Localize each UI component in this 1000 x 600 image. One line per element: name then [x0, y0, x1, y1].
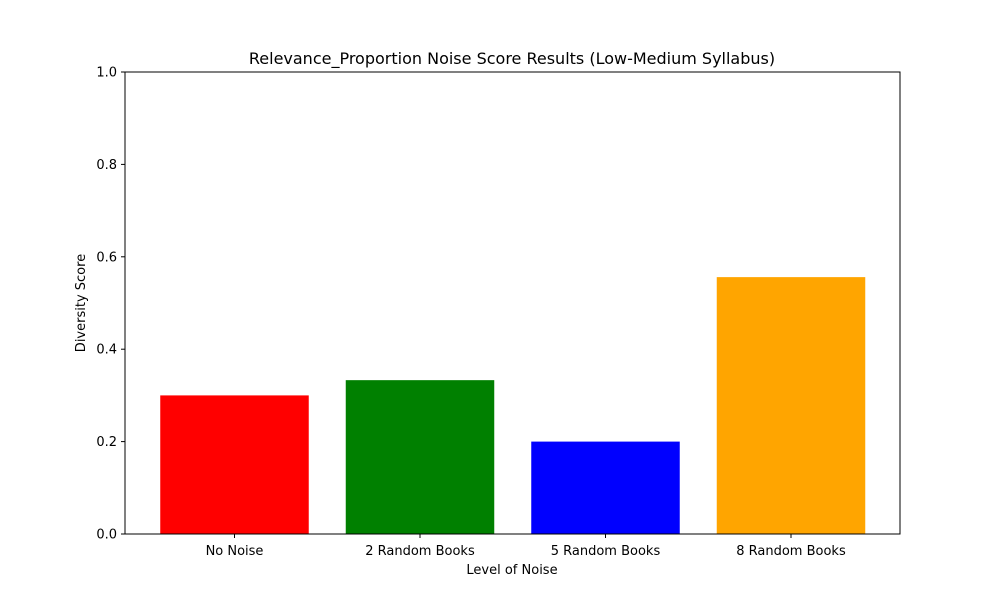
x-tick-label: 2 Random Books	[365, 544, 475, 559]
x-axis-label: Level of Noise	[466, 563, 557, 578]
y-tick-label: 0.4	[96, 343, 117, 358]
x-axis: No Noise 2 Random Books 5 Random Books 8 Ra…	[206, 534, 846, 559]
y-tick-label: 1.0	[96, 66, 117, 81]
bar-2-random-books	[345, 380, 495, 534]
y-tick-label: 0.8	[96, 158, 117, 173]
bars-layer	[160, 277, 866, 534]
y-axis: 0.0 0.2 0.4 0.6 0.8 1.0	[96, 66, 125, 543]
y-tick-label: 0.6	[96, 250, 117, 265]
y-tick-label: 0.0	[96, 528, 117, 543]
bar-5-random-books	[531, 441, 680, 534]
bar-no-noise	[160, 395, 309, 534]
y-tick-label: 0.2	[96, 435, 117, 450]
plot-area-frame	[124, 71, 901, 535]
x-tick-label: 5 Random Books	[551, 544, 661, 559]
x-tick-label: No Noise	[206, 544, 264, 559]
bar-8-random-books	[716, 277, 866, 534]
x-tick-label: 8 Random Books	[736, 544, 846, 559]
y-axis-label: Diversity Score	[74, 254, 89, 352]
chart-title: Relevance_Proportion Noise Score Results…	[249, 49, 775, 69]
